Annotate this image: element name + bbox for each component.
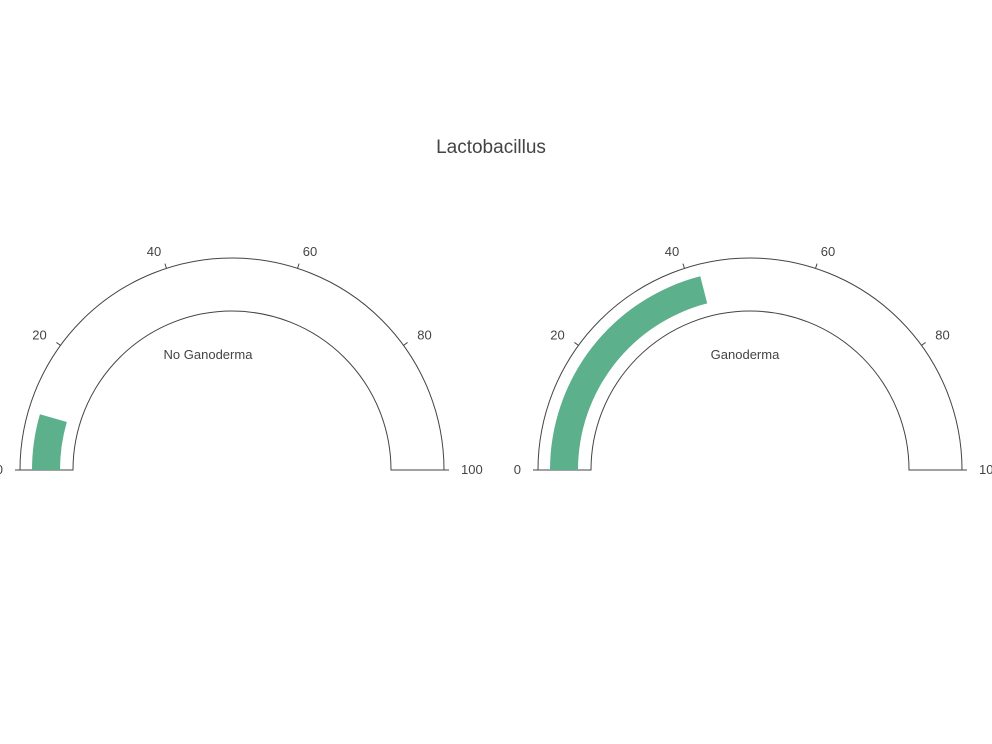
gauge-tick bbox=[56, 342, 61, 346]
gauge-tick bbox=[164, 263, 167, 269]
gauge-tick bbox=[921, 342, 926, 346]
gauge-value-bar bbox=[550, 276, 708, 470]
gauge-label: Ganoderma bbox=[711, 347, 780, 362]
gauge-value-bar bbox=[32, 414, 67, 470]
gauge-tick-label: 60 bbox=[303, 244, 317, 259]
gauge-tick-label: 80 bbox=[417, 327, 431, 342]
gauge-tick-label: 0 bbox=[0, 462, 3, 477]
gauge-tick bbox=[815, 263, 818, 269]
gauge-tick-label: 80 bbox=[935, 327, 949, 342]
gauge-tick-label: 0 bbox=[514, 462, 521, 477]
gauge-tick-label: 40 bbox=[147, 244, 161, 259]
gauge-tick-label: 100 bbox=[979, 462, 992, 477]
gauge-no-ganoderma: 0 20 40 60 80 100 No Ganoderma bbox=[0, 244, 483, 477]
gauge-tick bbox=[574, 342, 579, 346]
gauge-tick bbox=[682, 263, 685, 269]
gauge-tick-label: 40 bbox=[665, 244, 679, 259]
gauge-band bbox=[19, 257, 445, 471]
gauge-ganoderma: 0 20 40 60 80 100 Ganoderma bbox=[514, 244, 992, 477]
gauge-tick-label: 100 bbox=[461, 462, 483, 477]
gauge-label: No Ganoderma bbox=[164, 347, 254, 362]
gauge-tick-label: 60 bbox=[821, 244, 835, 259]
chart-title: Lactobacillus bbox=[436, 137, 546, 158]
gauge-tick-label: 20 bbox=[32, 327, 46, 342]
gauge-tick-label: 20 bbox=[550, 327, 564, 342]
gauge-tick bbox=[403, 342, 408, 346]
gauge-tick bbox=[297, 263, 300, 269]
